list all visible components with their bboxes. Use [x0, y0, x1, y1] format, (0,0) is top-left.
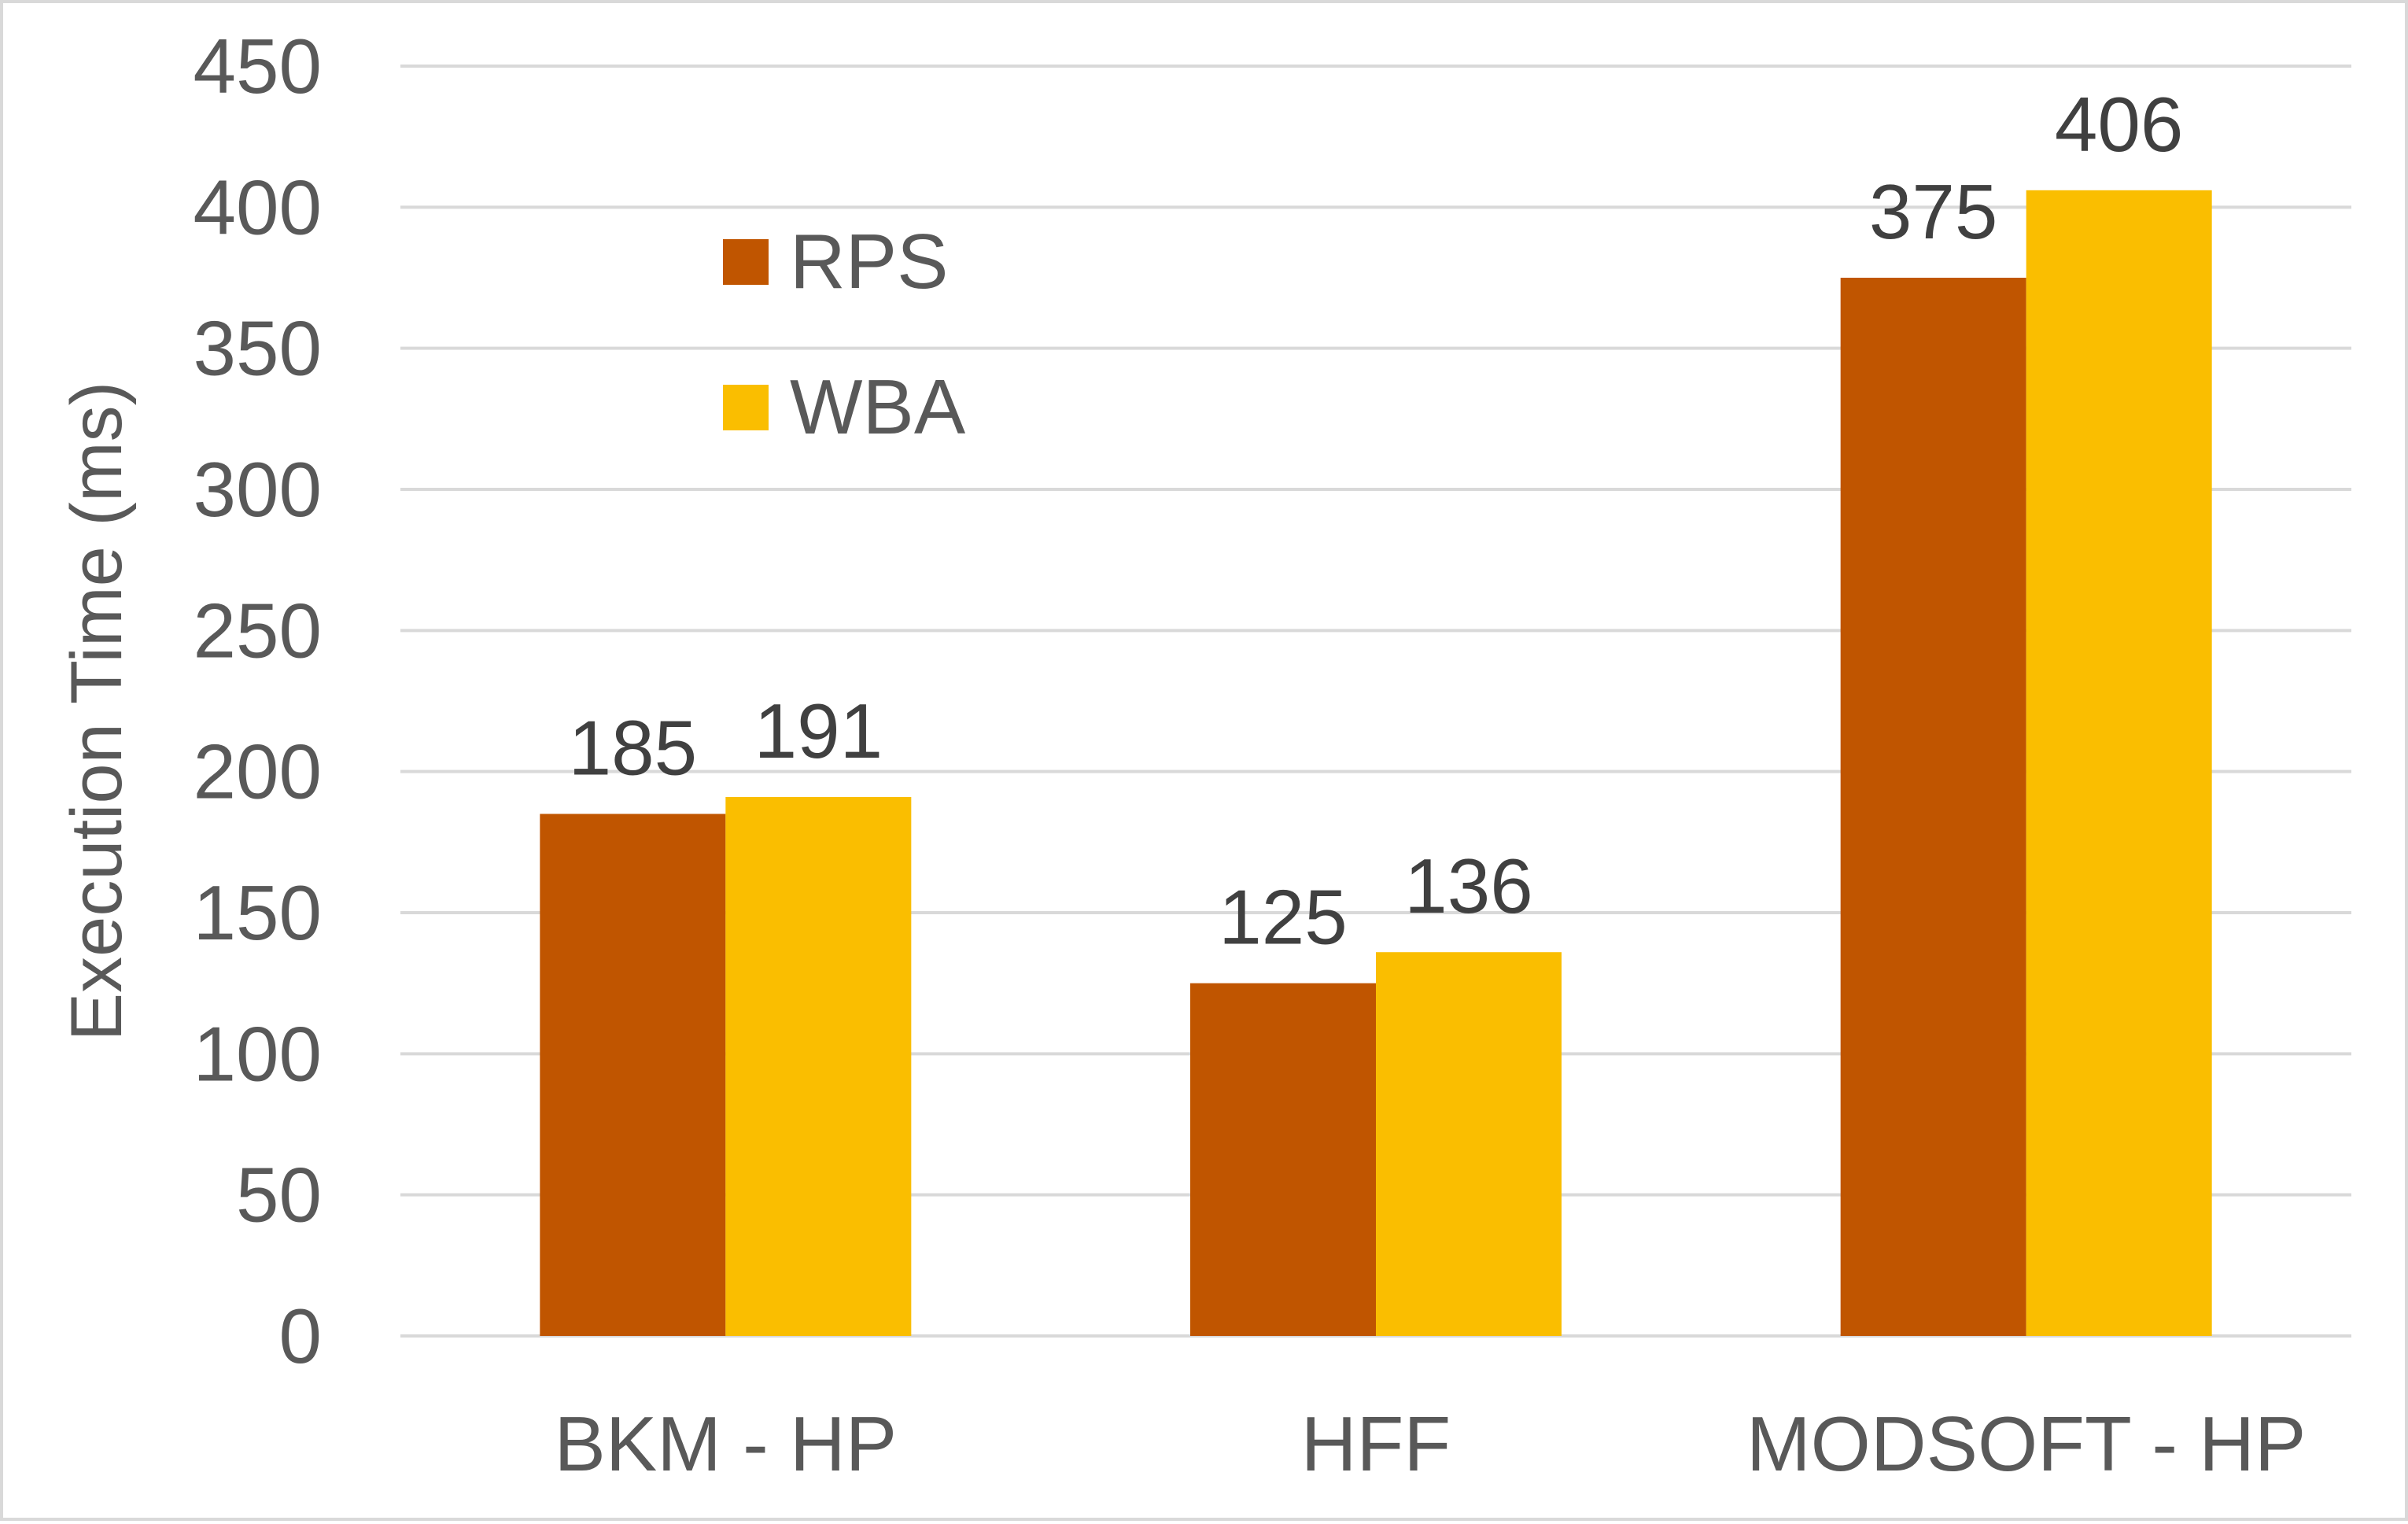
y-tick-label: 450 — [193, 23, 322, 109]
y-tick-label: 50 — [236, 1152, 322, 1238]
bar — [1376, 952, 1562, 1336]
y-tick-label: 100 — [193, 1010, 322, 1097]
x-category-label: BKM - HP — [555, 1400, 898, 1487]
x-category-label: HFF — [1301, 1400, 1451, 1487]
bars — [540, 190, 2212, 1336]
data-label: 191 — [754, 688, 883, 774]
y-tick-label: 350 — [193, 305, 322, 392]
bar — [540, 814, 726, 1336]
data-label: 406 — [2055, 81, 2184, 168]
y-tick-label: 200 — [193, 729, 322, 815]
y-tick-label: 250 — [193, 587, 322, 673]
bar-chart: 185 191 125 136 375 406 0 50 100 150 200 250 300 350… — [57, 23, 2351, 1487]
legend-swatch — [723, 239, 769, 285]
legend-label: WBA — [790, 363, 966, 450]
x-axis-categories: BKM - HP HFF MODSOFT - HP — [555, 1400, 2307, 1487]
y-tick-label: 400 — [193, 164, 322, 250]
y-axis-ticks: 0 50 100 150 200 250 300 350 400 450 — [193, 23, 322, 1379]
bar — [1190, 983, 1376, 1336]
bar — [2026, 190, 2212, 1336]
bar — [725, 796, 912, 1336]
data-label: 375 — [1869, 168, 1998, 255]
data-labels: 185 191 125 136 375 406 — [569, 81, 2184, 961]
legend: RPS WBA — [723, 218, 966, 450]
data-label: 125 — [1219, 874, 1348, 961]
x-category-label: MODSOFT - HP — [1746, 1400, 2306, 1487]
data-label: 185 — [569, 704, 698, 791]
data-label: 136 — [1404, 843, 1533, 929]
y-axis-label: Execution Time (ms) — [57, 382, 137, 1041]
legend-label: RPS — [790, 218, 949, 304]
legend-swatch — [723, 385, 769, 430]
y-tick-label: 0 — [278, 1293, 322, 1379]
y-tick-label: 150 — [193, 869, 322, 956]
y-tick-label: 300 — [193, 446, 322, 533]
bar — [1840, 278, 2026, 1336]
